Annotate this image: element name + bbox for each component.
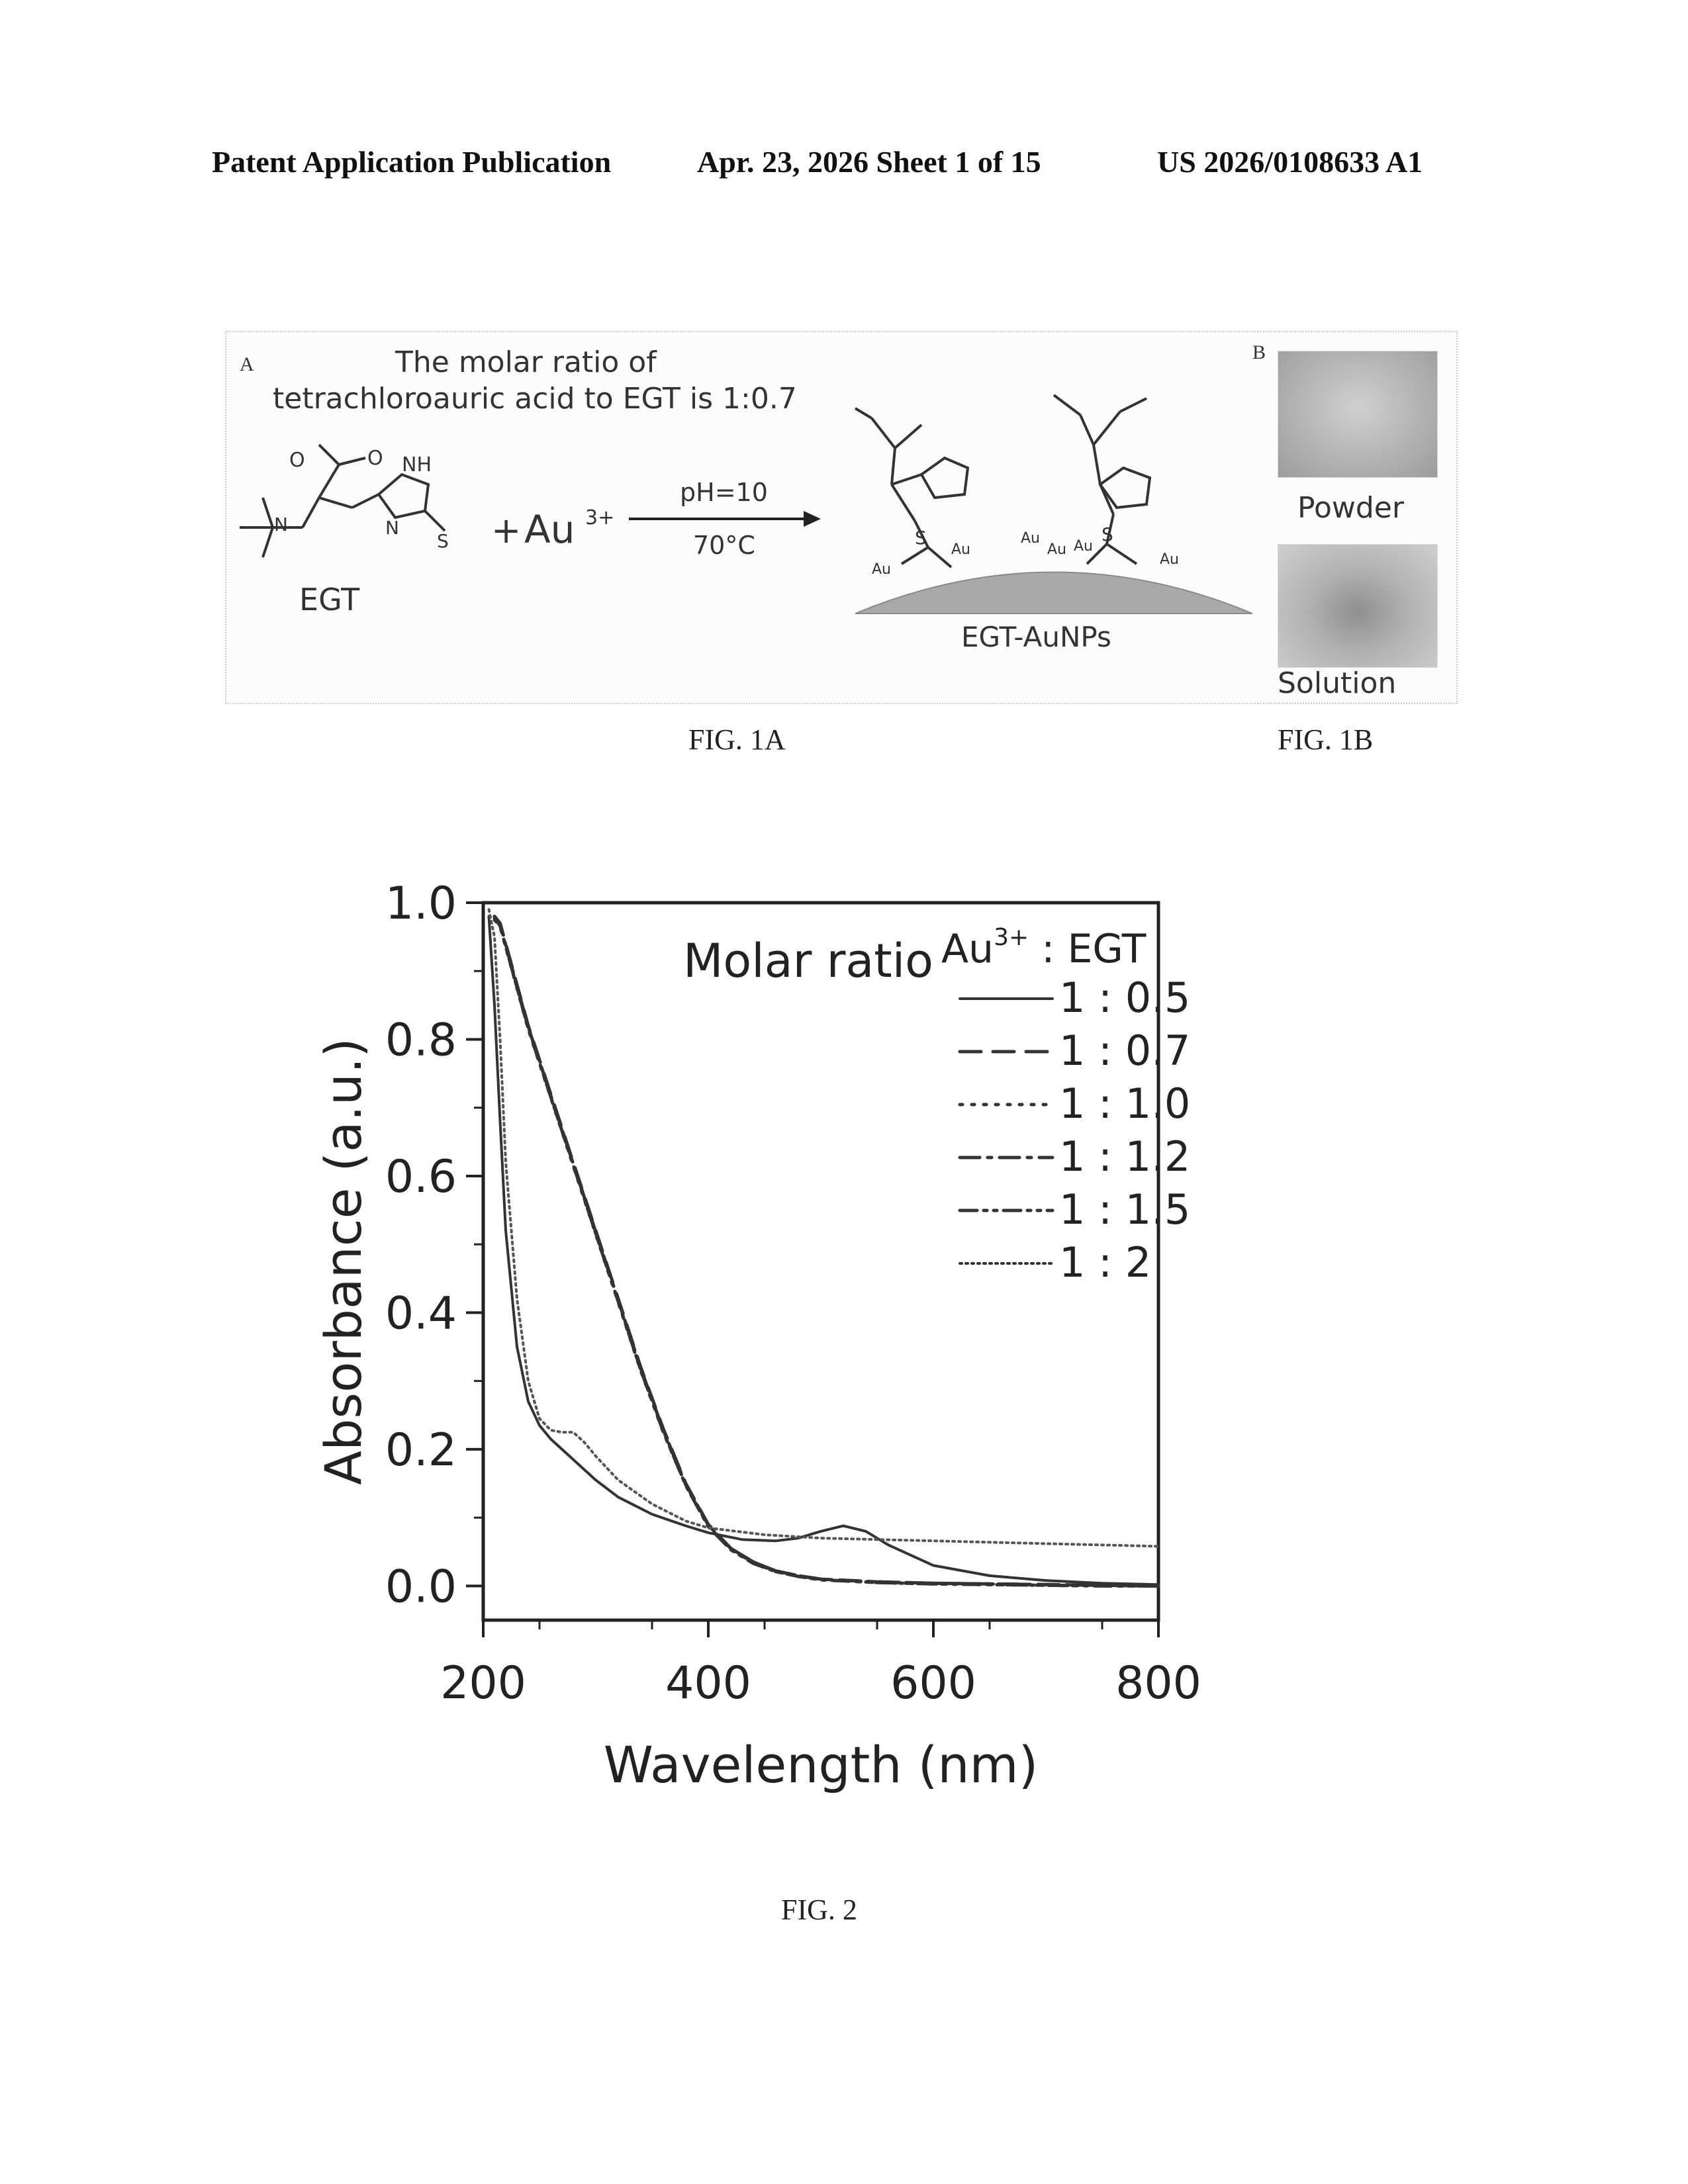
plus-sign: +	[491, 510, 521, 551]
publication-date-sheet: Apr. 23, 2026 Sheet 1 of 15	[697, 145, 1041, 179]
surface-au-1: Au	[872, 561, 891, 578]
gold-ion-charge: 3+	[585, 506, 614, 529]
y-tick-label: 0.2	[385, 1424, 457, 1477]
legend-title: Molar ratio	[683, 934, 933, 988]
reaction-condition-temperature: 70°C	[693, 531, 755, 560]
fig2-caption: FIG. 2	[781, 1893, 857, 1926]
series-line-5	[492, 916, 1160, 1588]
legend-header: Au3+ : EGT	[941, 924, 1147, 972]
x-axis-label: Wavelength (nm)	[604, 1735, 1039, 1794]
carbonyl-o-glyph: O	[367, 447, 383, 470]
legend-label-2: 1 : 0.7	[1059, 1026, 1190, 1075]
legend-label-3: 1 : 1.0	[1059, 1079, 1190, 1128]
panel-letter-b: B	[1252, 341, 1266, 363]
solution-label: Solution	[1278, 666, 1397, 700]
legend-label-5: 1 : 1.5	[1059, 1185, 1190, 1234]
surface-au-2: Au	[951, 541, 970, 558]
fig1b-photos: B Powder Solution	[1252, 331, 1458, 704]
product-label: EGT-AuNPs	[961, 621, 1111, 653]
series-line-6	[487, 908, 1160, 1548]
solution-photo	[1278, 544, 1438, 668]
page-header: Patent Application Publication Apr. 23, …	[212, 144, 1470, 191]
legend-header-suffix: : EGT	[1029, 926, 1147, 972]
chart-legend: Molar ratio Au3+ : EGT 1 : 0.51 : 0.71 :…	[683, 924, 1190, 1287]
x-tick-label: 200	[440, 1657, 526, 1709]
plot-frame	[481, 901, 1160, 1622]
legend-label-1: 1 : 0.5	[1059, 974, 1190, 1022]
surface-au-5: Au	[1047, 541, 1066, 558]
surface-au-3: Au	[1021, 530, 1040, 547]
gold-ion-symbol: Au	[524, 507, 575, 552]
surface-au-4: Au	[1074, 538, 1093, 555]
reaction-condition-ph: pH=10	[680, 478, 768, 507]
absorbance-spectra-chart: 200 400 600 800 0.0 0.2 0.4 0.6 0.8 1.0 Wavelengt…	[314, 878, 1201, 1794]
thione-s-glyph: S	[437, 530, 449, 552]
surface-gold-atoms: Au Au Au Au Au Au	[872, 530, 1179, 578]
y-tick-label: 0.6	[385, 1151, 457, 1203]
legend-header-au: Au	[941, 926, 994, 972]
ring-nh-glyph: NH	[402, 453, 432, 477]
y-axis-label: Absorbance (a.u.)	[314, 1038, 373, 1485]
series-lines	[487, 908, 1160, 1588]
fig1a-reaction-scheme: A The molar ratio of tetrachloroauric ac…	[225, 331, 1260, 704]
y-tick-label: 0.4	[385, 1287, 457, 1340]
powder-photo	[1278, 351, 1438, 478]
panel-letter-a: A	[240, 353, 254, 375]
ammonium-n-glyph: N	[274, 514, 288, 535]
publication-type: Patent Application Publication	[212, 145, 612, 179]
ratio-note-line2: tetrachloroauric acid to EGT is 1:0.7	[273, 382, 797, 416]
bound-egt-ligand-right	[1053, 394, 1152, 565]
ratio-note-line1: The molar ratio of	[395, 345, 657, 379]
thiolate-s-right-glyph: S	[1102, 523, 1113, 545]
x-tick-label: 400	[665, 1657, 751, 1709]
reaction-arrow	[629, 511, 821, 527]
y-tick-label: 1.0	[385, 878, 457, 930]
axis-tick-labels: 200 400 600 800 0.0 0.2 0.4 0.6 0.8 1.0	[385, 878, 1201, 1709]
legend-label-6: 1 : 2	[1059, 1238, 1151, 1287]
bound-egt-ligand-left	[854, 407, 970, 569]
y-tick-label: 0.8	[385, 1014, 457, 1066]
egt-molecule-structure	[240, 443, 446, 558]
thiolate-s-left-glyph: S	[915, 527, 927, 549]
powder-label: Powder	[1297, 491, 1404, 525]
reaction-scheme-drawing: A The molar ratio of tetrachloroauric ac…	[240, 345, 1253, 653]
series-line-1	[487, 915, 1160, 1586]
x-tick-label: 600	[890, 1657, 976, 1709]
y-tick-label: 0.0	[385, 1561, 457, 1613]
legend-items: 1 : 0.51 : 0.71 : 1.01 : 1.21 : 1.51 : 2	[958, 974, 1190, 1287]
reactant-label: EGT	[299, 582, 360, 617]
ring-n-glyph: N	[385, 517, 399, 539]
legend-header-charge: 3+	[994, 924, 1029, 951]
publication-number: US 2026/0108633 A1	[1157, 145, 1423, 179]
carboxylate-o-minus-glyph: O	[289, 449, 305, 472]
fig1a-caption: FIG. 1A	[688, 723, 786, 756]
gold-nanoparticle-surface	[855, 571, 1253, 614]
legend-label-4: 1 : 1.2	[1059, 1132, 1190, 1181]
surface-au-6: Au	[1160, 551, 1179, 568]
x-tick-label: 800	[1115, 1657, 1201, 1709]
fig1b-caption: FIG. 1B	[1278, 723, 1374, 756]
axis-ticks	[466, 901, 1160, 1637]
